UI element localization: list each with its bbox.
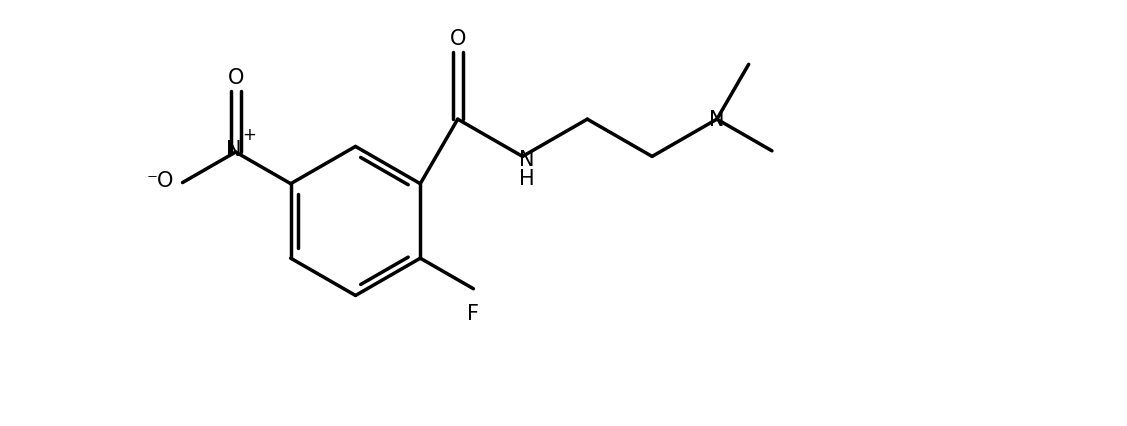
Text: +: + [242, 126, 257, 144]
Text: N: N [709, 110, 725, 130]
Text: N: N [518, 150, 534, 170]
Text: N: N [225, 140, 241, 160]
Text: ⁻O: ⁻O [147, 170, 175, 190]
Text: O: O [450, 29, 465, 49]
Text: O: O [228, 68, 243, 88]
Text: F: F [468, 303, 479, 323]
Text: H: H [518, 169, 534, 189]
